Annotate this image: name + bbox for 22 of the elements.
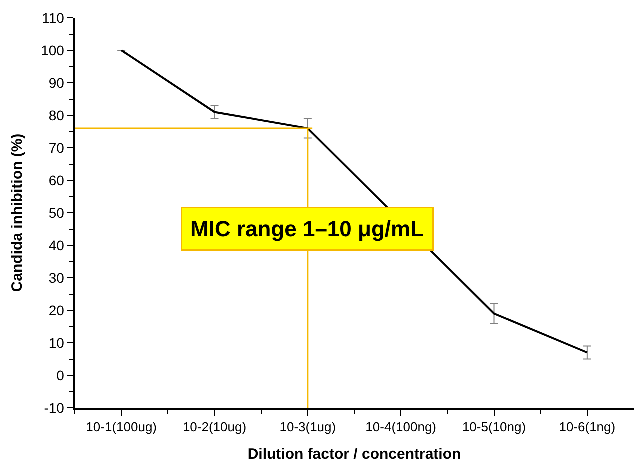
y-tick-label: 100	[41, 42, 65, 58]
y-tick-label: 50	[48, 204, 65, 221]
x-tick-label: 10-2(10ug)	[182, 419, 247, 434]
y-tick-label: 80	[48, 107, 65, 124]
x-tick-label: 10-1(100ug)	[86, 419, 157, 434]
x-tick-label: 10-4(100ng)	[366, 419, 436, 434]
y-tick-label: 60	[48, 172, 65, 188]
x-tick-label: 10-6(1ng)	[559, 419, 616, 434]
y-tick-label: 70	[48, 140, 65, 156]
x-axis-title: Dilution factor / concentration	[248, 446, 462, 463]
x-tick-label: 10-3(1ug)	[280, 419, 336, 434]
annotation: MIC range 1–10 μg/mL	[190, 216, 424, 242]
y-tick-label: 40	[48, 237, 65, 254]
y-tick-label: 10	[48, 334, 65, 351]
y-tick-label: 0	[56, 367, 65, 384]
y-tick-label: 90	[48, 74, 65, 91]
y-tick-label: 20	[48, 302, 65, 318]
y-tick-label: 30	[48, 270, 65, 286]
y-tick-label: -10	[44, 400, 65, 416]
x-tick-label: 10-5(10ng)	[462, 419, 526, 434]
y-axis-title: Candida inhibition (%)	[8, 134, 26, 292]
y-tick-label: 110	[42, 10, 65, 26]
